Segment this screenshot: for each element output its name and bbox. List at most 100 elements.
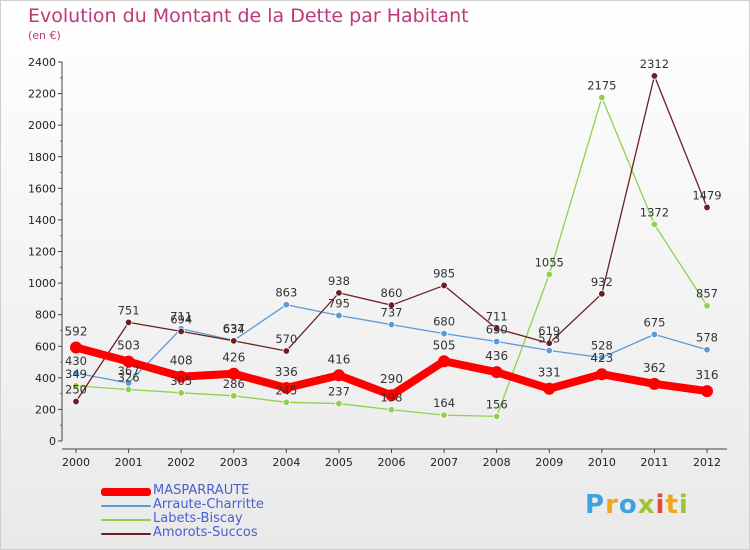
data-point	[332, 369, 345, 382]
y-tick-label: 600	[35, 340, 56, 353]
data-point	[438, 355, 451, 368]
data-point	[72, 397, 80, 406]
data-point	[440, 329, 448, 338]
data-label: 2175	[587, 79, 616, 93]
data-point	[230, 337, 238, 345]
data-point	[598, 93, 606, 102]
data-point	[282, 347, 291, 355]
data-point	[335, 399, 343, 408]
data-label: 637	[223, 321, 245, 335]
data-label: 592	[65, 325, 88, 339]
legend-label: MASPARRAUTE	[153, 483, 250, 498]
data-label: 305	[170, 374, 192, 388]
data-label: 634	[223, 322, 245, 336]
data-point	[545, 346, 553, 355]
data-point	[703, 346, 711, 354]
proxiti-logo: Proxiti	[585, 490, 689, 520]
data-label: 503	[117, 339, 140, 353]
data-point	[124, 318, 133, 327]
logo-letter: P	[585, 490, 606, 520]
data-point	[492, 337, 501, 346]
x-tick-label: 2009	[535, 456, 563, 469]
data-point	[124, 385, 133, 394]
data-point	[598, 353, 606, 362]
y-tick-label: 0	[49, 435, 56, 448]
data-label: 423	[590, 351, 613, 365]
data-point	[387, 406, 396, 414]
legend-label: Arraute-Charritte	[153, 497, 264, 512]
x-tick-label: 2002	[167, 456, 195, 469]
x-tick-label: 2007	[430, 456, 458, 469]
chart-title: Evolution du Montant de la Dette par Hab…	[28, 5, 469, 27]
data-label: 630	[486, 323, 508, 337]
data-label: 362	[643, 361, 666, 375]
data-label: 156	[486, 397, 508, 411]
logo-letter: i	[655, 490, 666, 520]
y-tick-label: 2000	[28, 119, 56, 132]
data-point	[650, 72, 659, 80]
data-point	[545, 270, 553, 279]
data-point	[282, 301, 291, 309]
data-label: 1372	[640, 205, 669, 219]
data-label: 164	[433, 396, 455, 410]
y-tick-label: 2400	[28, 56, 56, 69]
y-tick-label: 800	[35, 309, 56, 322]
data-label: 863	[275, 286, 297, 300]
data-label: 694	[170, 312, 192, 326]
data-label: 290	[380, 372, 403, 386]
logo-letter: t	[665, 490, 679, 520]
data-point	[387, 320, 396, 329]
data-point	[72, 382, 80, 390]
data-label: 619	[538, 324, 560, 338]
data-label: 570	[275, 332, 297, 346]
data-label: 711	[170, 310, 192, 324]
legend-swatch	[101, 488, 151, 496]
data-point	[385, 389, 398, 402]
data-label: 336	[275, 365, 298, 379]
data-label: 250	[65, 383, 87, 397]
x-tick-label: 2003	[220, 456, 248, 469]
data-point	[545, 339, 553, 347]
data-label: 795	[328, 296, 350, 310]
data-point	[598, 290, 606, 298]
data-point	[70, 341, 82, 354]
data-label: 860	[381, 286, 403, 300]
data-label: 286	[223, 377, 245, 391]
data-point	[387, 301, 396, 309]
y-tick-label: 400	[35, 372, 56, 385]
data-point	[72, 369, 80, 377]
logo-letter: r	[605, 490, 619, 520]
data-label: 326	[118, 371, 140, 385]
data-label: 711	[486, 310, 508, 324]
logo-letter: x	[637, 490, 656, 520]
data-label: 938	[328, 274, 350, 288]
data-label: 680	[433, 315, 455, 329]
y-tick-label: 1600	[28, 182, 56, 195]
data-point	[335, 289, 343, 297]
data-label: 349	[65, 367, 87, 381]
data-label: 245	[275, 383, 297, 397]
data-point	[650, 330, 659, 339]
data-label: 316	[696, 368, 719, 382]
data-point	[703, 301, 711, 310]
data-label: 578	[696, 331, 718, 345]
x-tick-label: 2006	[378, 456, 406, 469]
data-point	[280, 381, 293, 394]
data-point	[282, 398, 291, 407]
data-point	[701, 385, 713, 398]
x-tick-label: 2011	[640, 456, 668, 469]
data-label: 416	[327, 352, 350, 366]
data-label: 528	[591, 339, 613, 353]
x-tick-label: 2010	[588, 456, 616, 469]
legend-label: Amorots-Succos	[153, 525, 258, 540]
y-tick-label: 200	[35, 403, 56, 416]
data-point	[543, 382, 556, 395]
data-label: 751	[118, 303, 140, 317]
data-label: 436	[485, 349, 508, 363]
data-label: 237	[328, 385, 350, 399]
data-label: 408	[170, 354, 193, 368]
x-tick-label: 2000	[62, 456, 90, 469]
data-point	[650, 220, 659, 229]
data-point	[175, 370, 188, 383]
